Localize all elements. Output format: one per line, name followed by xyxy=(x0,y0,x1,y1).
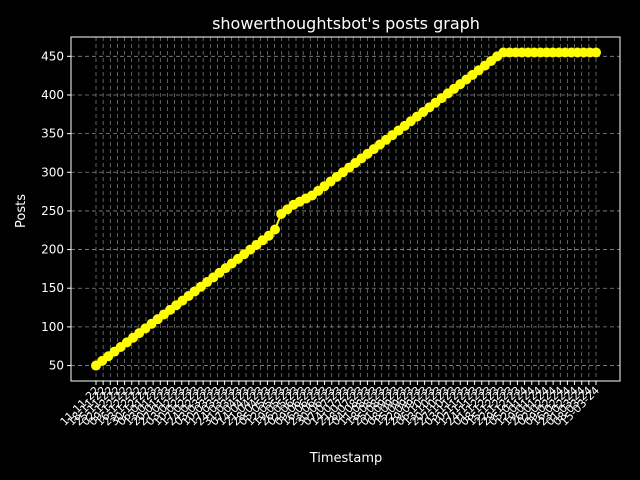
x-axis-label: Timestamp xyxy=(309,451,383,466)
y-tick-label: 350 xyxy=(41,127,64,141)
y-tick-label: 400 xyxy=(41,88,64,102)
y-tick-label: 50 xyxy=(49,359,64,373)
y-tick-label: 450 xyxy=(41,49,64,63)
data-point xyxy=(591,47,601,58)
y-tick-label: 200 xyxy=(41,243,64,257)
grid xyxy=(71,37,620,381)
plot-area xyxy=(91,47,601,371)
y-tick-label: 300 xyxy=(41,165,64,179)
y-tick-label: 150 xyxy=(41,281,64,295)
y-tick-label: 100 xyxy=(41,320,64,334)
y-tick-label: 250 xyxy=(41,204,64,218)
data-point xyxy=(270,224,281,235)
chart-title: showerthoughtsbot's posts graph xyxy=(212,14,480,33)
data-point xyxy=(263,230,274,241)
y-axis-label: Posts xyxy=(14,194,29,228)
x-axis: 11-11-2218-11-2225-11-2202-12-2209-12-22… xyxy=(58,381,602,428)
y-axis: 50 100 150 200 250 300 350 400 450 xyxy=(41,49,71,373)
